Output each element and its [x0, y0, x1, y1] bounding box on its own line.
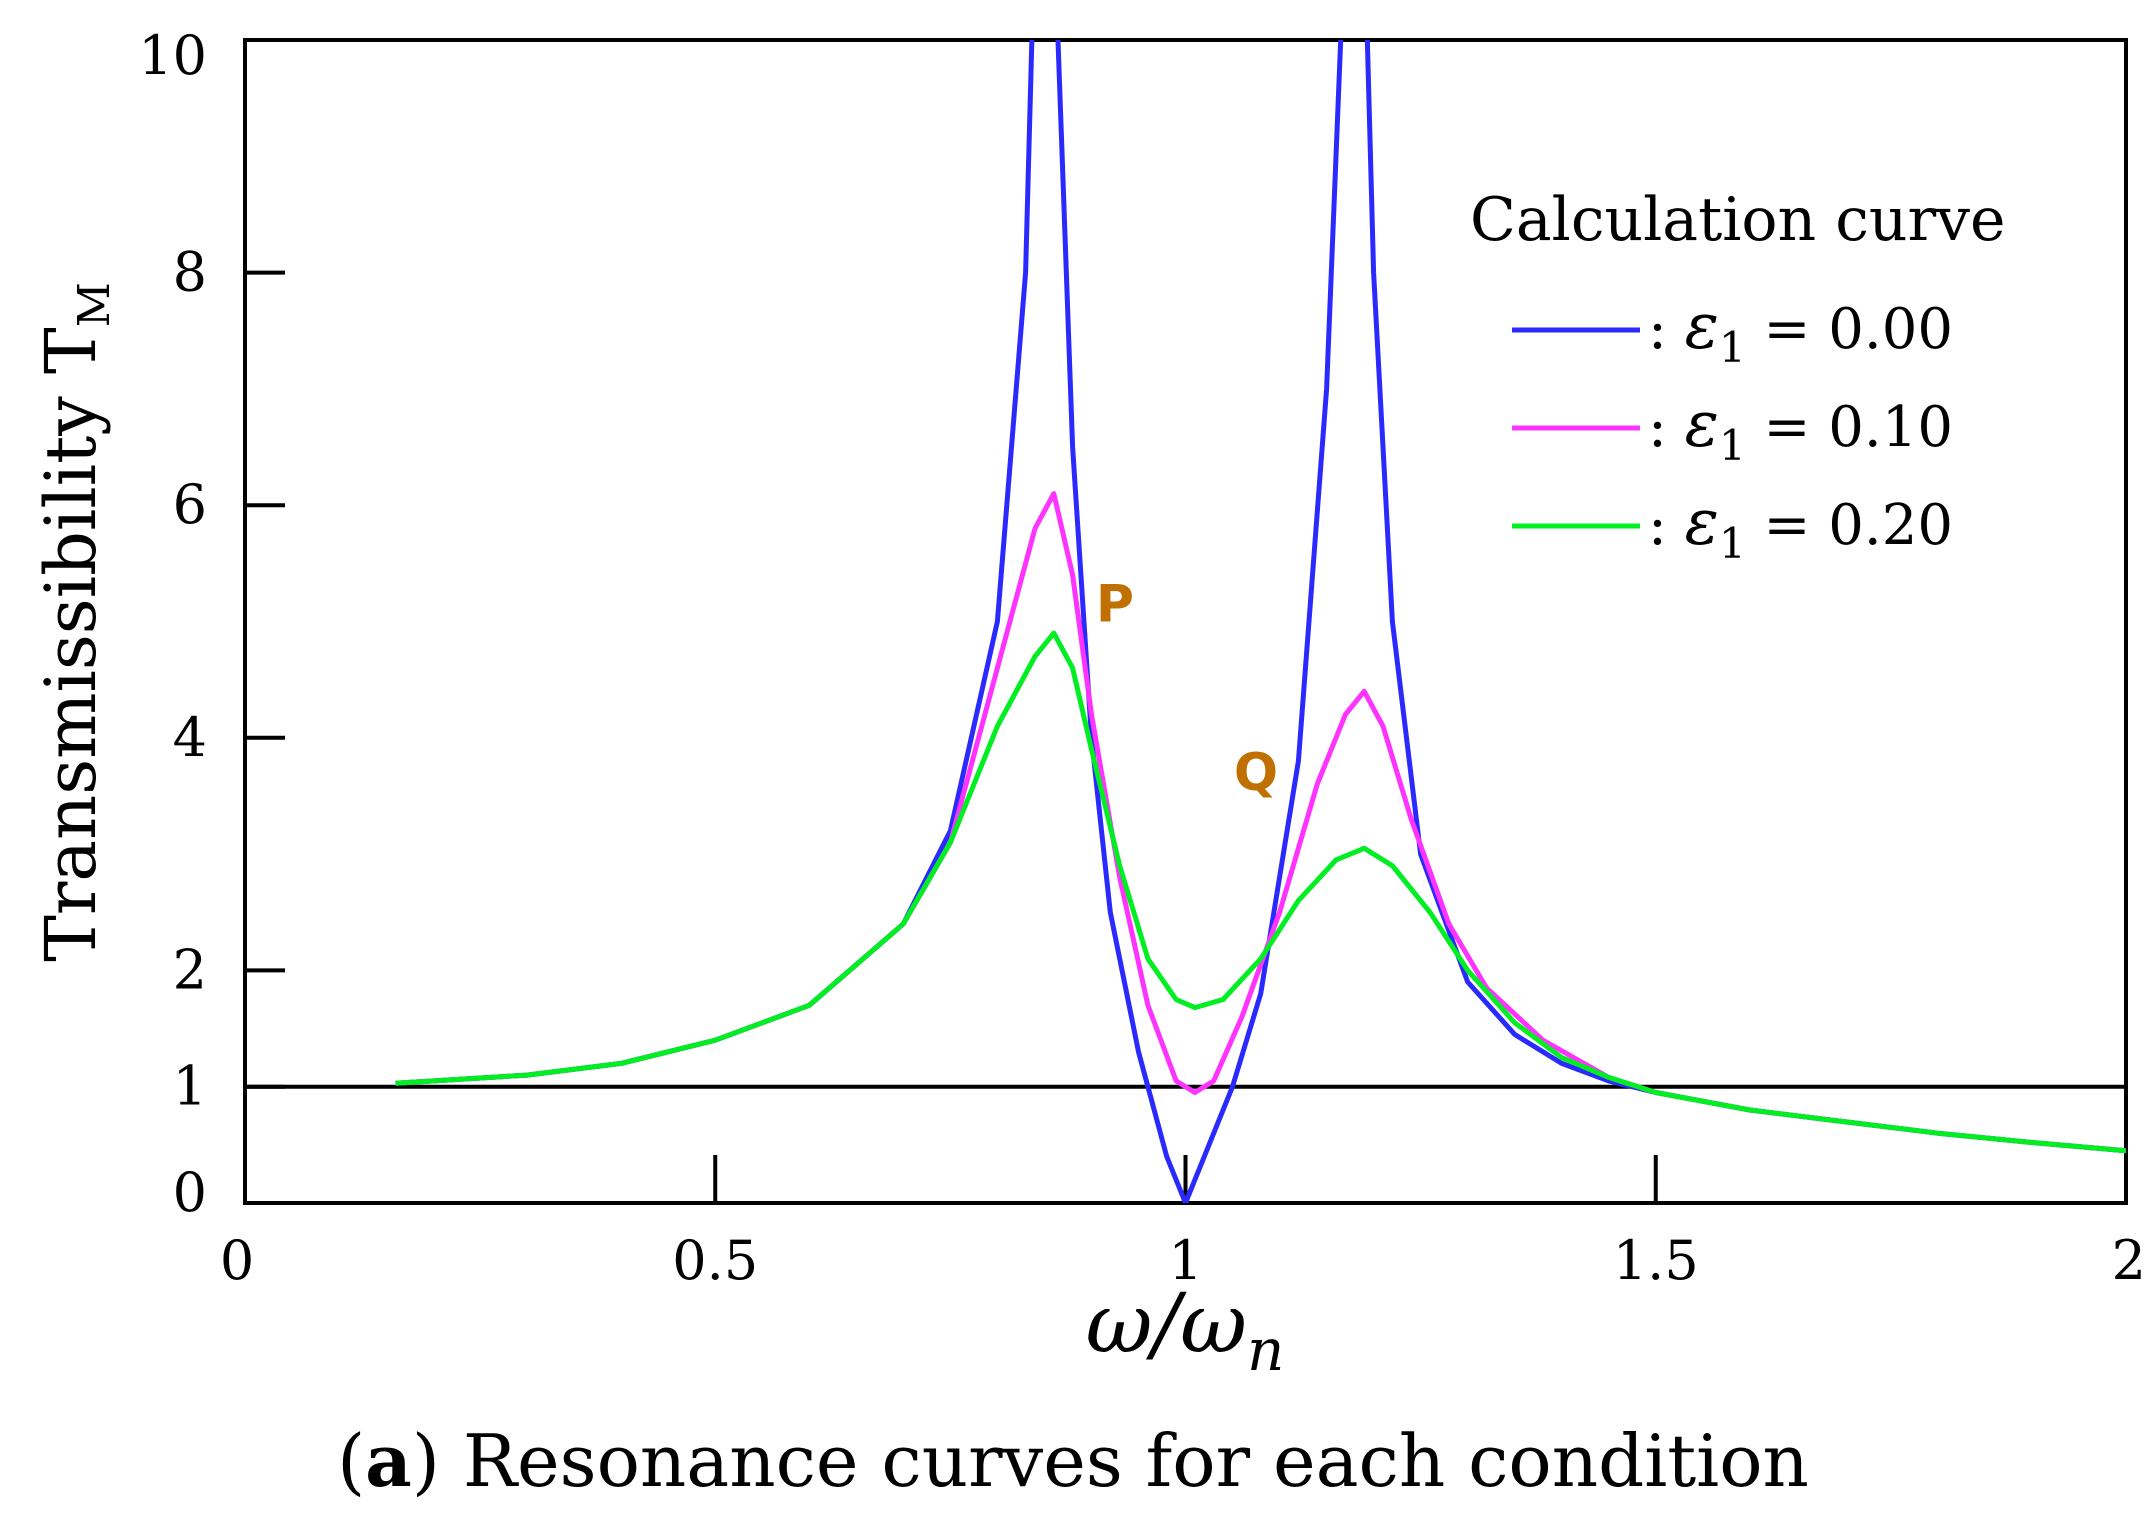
y-axis-label-main: Transmissibility T [30, 327, 112, 961]
annotations: PQ [1096, 575, 1278, 804]
y-tick-label: 1 [173, 1055, 207, 1118]
plot-frame [243, 38, 2128, 1205]
legend-title: Calculation curve [1470, 185, 2006, 255]
series-group [395, 40, 2126, 1203]
x-tick-label: 0 [220, 1229, 254, 1292]
legend-label: : ε1 = 0.20 [1648, 486, 1953, 568]
x-tick-label: 1 [1168, 1229, 1202, 1292]
y-tick-label: 0 [173, 1161, 207, 1224]
y-axis-label: Transmissibility TM [30, 282, 120, 962]
series-line [395, 630, 2126, 1154]
caption-text: Resonance curves for each condition [462, 1419, 1809, 1503]
y-axis-label-sub: M [69, 282, 120, 327]
figure-caption: (a) Resonance curves for each condition [337, 1418, 1809, 1503]
x-axis-label-main: ω/ω [1086, 1277, 1247, 1372]
axis-ticks: 0 0.5 1 1.5 2 0 1 2 4 6 8 10 [138, 24, 2146, 1292]
y-tick-label: 10 [138, 24, 207, 87]
y-tick-label: 4 [173, 706, 207, 769]
caption-letter: a [365, 1418, 412, 1503]
series-line [395, 40, 2126, 1203]
legend: Calculation curve : ε1 = 0.00 : ε1 = 0.10… [1470, 185, 2006, 568]
x-axis-label: ω/ωn [1086, 1277, 1285, 1384]
legend-label: : ε1 = 0.10 [1648, 388, 1953, 470]
y-tick-label: 6 [173, 473, 207, 536]
y-tick-label: 2 [173, 938, 207, 1001]
x-tick-label: 2 [2112, 1229, 2146, 1292]
annotation-label: Q [1234, 743, 1278, 803]
y-tick-label: 8 [173, 241, 207, 304]
x-tick-label: 0.5 [672, 1229, 758, 1292]
x-tick-label: 1.5 [1613, 1229, 1699, 1292]
legend-label: : ε1 = 0.00 [1648, 290, 1953, 372]
x-axis-label-sub: n [1247, 1316, 1284, 1384]
annotation-label: P [1096, 575, 1134, 635]
legend-items: : ε1 = 0.00 : ε1 = 0.10 : ε1 = 0.20 [1512, 290, 1953, 568]
